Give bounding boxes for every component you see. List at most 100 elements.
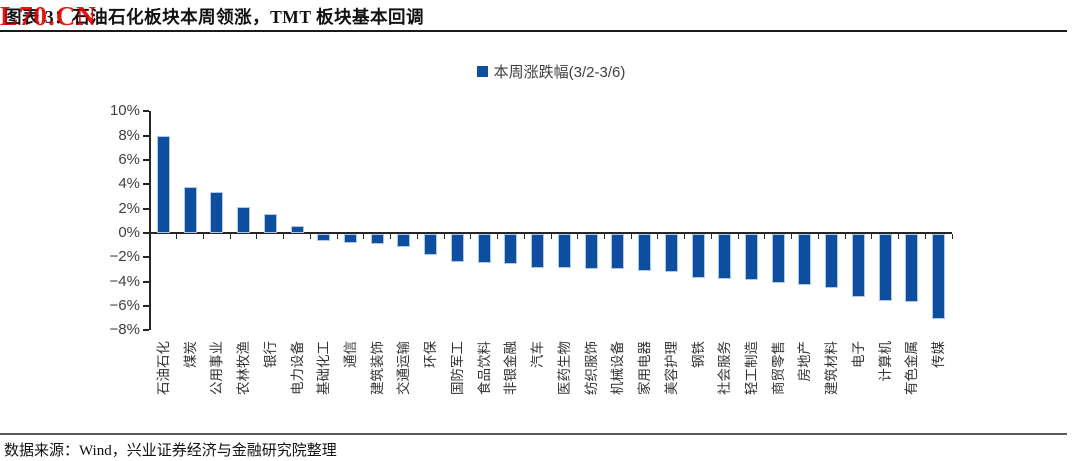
x-category-label: 非银金融 [503, 341, 519, 395]
x-axis-tick [390, 234, 392, 239]
x-axis-tick [550, 234, 552, 239]
x-category-label: 银行 [262, 341, 278, 368]
chart-legend: 本周涨跌幅(3/2-3/6) [150, 62, 952, 81]
x-category-label: 农林牧渔 [236, 341, 252, 395]
y-axis-tick-label: −6% [109, 297, 140, 314]
y-axis-tick-label: −2% [109, 248, 140, 266]
x-axis-tick [844, 234, 846, 239]
bar-环保 [424, 234, 438, 255]
bar-医药生物 [557, 234, 571, 269]
x-category-label: 煤炭 [182, 341, 198, 368]
x-axis-tick [309, 234, 311, 239]
x-axis-tick [283, 234, 285, 239]
bar-电子 [851, 234, 865, 298]
y-axis-tick-label: 2% [118, 199, 140, 217]
x-axis-line [150, 232, 952, 234]
bar-非银金融 [504, 234, 518, 265]
x-axis-tick [898, 234, 900, 239]
bar-公用事业 [210, 191, 224, 233]
x-axis-tick [684, 234, 686, 239]
bar-银行 [263, 213, 277, 233]
x-category-label: 汽车 [530, 341, 546, 368]
x-category-label: 交通运输 [396, 341, 412, 395]
x-category-label: 医药生物 [556, 341, 572, 395]
x-axis-tick [764, 234, 766, 239]
bar-钢铁 [691, 234, 705, 278]
bar-基础化工 [317, 234, 331, 242]
data-source-note: 数据来源：Wind，兴业证券经济与金融研究院整理 [4, 443, 337, 459]
x-axis-tick [603, 234, 605, 239]
bar-建筑材料 [825, 234, 839, 288]
bar-家用电器 [638, 234, 652, 271]
x-axis-tick [202, 234, 204, 239]
x-axis-tick [577, 234, 579, 239]
x-category-label: 轻工制造 [744, 341, 759, 395]
x-category-label: 计算机 [877, 341, 893, 382]
y-axis-line [149, 111, 151, 331]
x-category-label: 通信 [343, 341, 358, 368]
x-category-label: 钢铁 [690, 341, 706, 368]
legend-label: 本周涨跌幅(3/2-3/6) [493, 63, 626, 81]
x-category-label: 家用电器 [637, 341, 653, 395]
x-category-label: 国防军工 [449, 341, 465, 395]
x-axis-tick [924, 234, 926, 239]
bar-通信 [344, 234, 357, 243]
x-axis-tick [176, 234, 178, 239]
x-axis-tick [256, 234, 258, 239]
red-watermark: L70.CN [0, 1, 97, 31]
y-axis-tick [143, 305, 149, 307]
x-category-label: 食品饮料 [476, 341, 492, 395]
x-axis-tick [737, 234, 739, 239]
y-axis-tick-label: −4% [109, 272, 140, 290]
y-axis-tick [143, 134, 149, 137]
bar-汽车 [531, 234, 545, 269]
bar-纺织服饰 [584, 234, 598, 270]
legend-swatch-icon [476, 65, 488, 77]
x-axis-tick [497, 234, 499, 239]
x-axis-tick [363, 234, 365, 239]
x-category-label: 建筑装饰 [369, 341, 385, 395]
y-axis-tick [143, 232, 149, 234]
y-axis-tick [143, 110, 149, 113]
bar-计算机 [878, 234, 892, 301]
bar-美容护理 [664, 234, 678, 272]
y-axis-tick-label: 8% [118, 126, 140, 144]
x-axis-tick [791, 234, 793, 239]
x-category-label: 环保 [423, 341, 439, 368]
x-axis-tick [817, 234, 819, 239]
x-category-label: 商贸零售 [770, 341, 786, 395]
x-category-label: 机械设备 [610, 341, 626, 395]
y-axis-tick [143, 280, 149, 283]
x-category-label: 电子 [850, 341, 866, 368]
x-category-label: 公用事业 [209, 341, 225, 395]
bar-有色金属 [905, 234, 919, 303]
bar-机械设备 [611, 234, 625, 270]
bar-煤炭 [183, 186, 197, 233]
y-axis-tick [143, 329, 149, 332]
bar-交通运输 [397, 234, 411, 248]
x-axis-tick [630, 234, 632, 239]
title-underline [0, 30, 1067, 32]
x-axis-tick [657, 234, 659, 239]
x-axis-tick [470, 234, 472, 239]
x-axis-tick [443, 234, 445, 239]
y-axis-tick-label: 0% [118, 224, 140, 241]
x-axis-tick [871, 234, 873, 239]
x-axis-tick [149, 234, 151, 239]
x-category-label: 社会服务 [717, 341, 733, 395]
x-category-label: 美容护理 [663, 341, 679, 395]
bar-电力设备 [290, 225, 304, 233]
y-axis-tick [143, 207, 149, 210]
bar-农林牧渔 [237, 207, 251, 233]
bar-传媒 [932, 234, 946, 320]
y-axis-tick [143, 183, 149, 186]
y-axis-tick-label: −8% [109, 321, 140, 339]
x-category-label: 建筑材料 [824, 341, 840, 395]
x-category-label: 石油石化 [155, 341, 171, 395]
x-category-label: 基础化工 [316, 341, 332, 395]
x-axis-tick [416, 234, 418, 239]
chart-title: 图表 3：石油石化板块本周领涨，TMT 板块基本回调 [4, 7, 425, 27]
bar-食品饮料 [477, 234, 491, 264]
x-category-label: 房地产 [797, 341, 813, 382]
